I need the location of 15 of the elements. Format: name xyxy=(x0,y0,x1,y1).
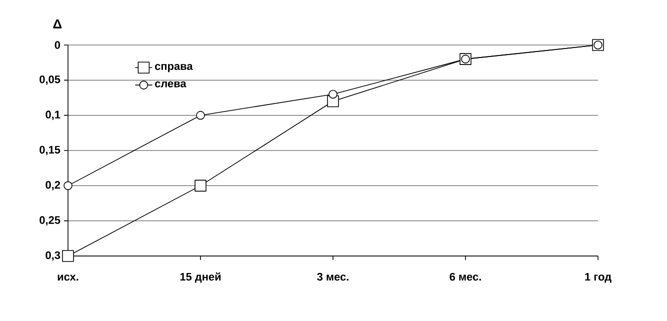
y-tick-label: 0,25 xyxy=(40,216,60,226)
legend-label: справа xyxy=(155,64,193,72)
x-tick-label: исх. xyxy=(58,274,78,281)
y-tick-label: 0,15 xyxy=(40,146,60,156)
x-tick-label: 15 дней xyxy=(180,272,221,283)
x-tick-label: 6 мес. xyxy=(450,272,481,281)
x-tick-label: 3 мес. xyxy=(317,272,348,281)
y-tick-label: 0,3 xyxy=(46,251,60,261)
y-tick-label: 0,2 xyxy=(46,181,60,190)
legend-label: слева xyxy=(155,81,186,88)
y-tick-label: 0,1 xyxy=(46,110,60,120)
y-tick-label: 0 xyxy=(54,41,60,49)
y-axis-title: Δ xyxy=(53,19,62,28)
x-tick-label: 1 год xyxy=(585,272,612,283)
y-tick-label: 0,05 xyxy=(40,76,60,85)
